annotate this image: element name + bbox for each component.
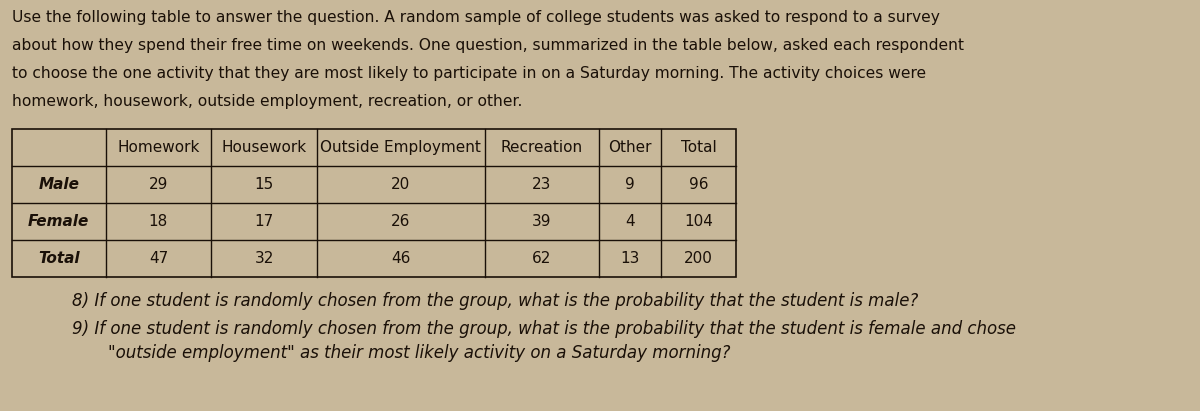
Text: Use the following table to answer the question. A random sample of college stude: Use the following table to answer the qu… xyxy=(12,10,940,25)
Text: Other: Other xyxy=(608,141,652,155)
Text: 104: 104 xyxy=(684,215,713,229)
Text: Female: Female xyxy=(28,215,90,229)
Text: Outside Employment: Outside Employment xyxy=(320,141,481,155)
Text: 200: 200 xyxy=(684,252,713,266)
Text: 20: 20 xyxy=(391,178,410,192)
Text: 26: 26 xyxy=(391,215,410,229)
Bar xyxy=(12,129,736,277)
Text: Homework: Homework xyxy=(118,141,199,155)
Text: to choose the one activity that they are most likely to participate in on a Satu: to choose the one activity that they are… xyxy=(12,66,926,81)
Text: 23: 23 xyxy=(532,178,552,192)
Text: 39: 39 xyxy=(532,215,552,229)
Text: about how they spend their free time on weekends. One question, summarized in th: about how they spend their free time on … xyxy=(12,38,964,53)
Text: 18: 18 xyxy=(149,215,168,229)
Text: 9) If one student is randomly chosen from the group, what is the probability tha: 9) If one student is randomly chosen fro… xyxy=(72,320,1016,338)
Text: 15: 15 xyxy=(254,178,274,192)
Text: 46: 46 xyxy=(391,252,410,266)
Text: homework, housework, outside employment, recreation, or other.: homework, housework, outside employment,… xyxy=(12,94,522,109)
Text: Total: Total xyxy=(680,141,716,155)
Text: "outside employment" as their most likely activity on a Saturday morning?: "outside employment" as their most likel… xyxy=(108,344,731,362)
Text: 4: 4 xyxy=(625,215,635,229)
Text: 96: 96 xyxy=(689,178,708,192)
Text: Total: Total xyxy=(38,252,79,266)
Text: 8) If one student is randomly chosen from the group, what is the probability tha: 8) If one student is randomly chosen fro… xyxy=(72,292,918,310)
Text: 62: 62 xyxy=(532,252,552,266)
Text: Male: Male xyxy=(38,178,79,192)
Text: 17: 17 xyxy=(254,215,274,229)
Text: 32: 32 xyxy=(254,252,274,266)
Text: 29: 29 xyxy=(149,178,168,192)
Text: 13: 13 xyxy=(620,252,640,266)
Text: 9: 9 xyxy=(625,178,635,192)
Text: 47: 47 xyxy=(149,252,168,266)
Text: Housework: Housework xyxy=(222,141,306,155)
Text: Recreation: Recreation xyxy=(500,141,583,155)
